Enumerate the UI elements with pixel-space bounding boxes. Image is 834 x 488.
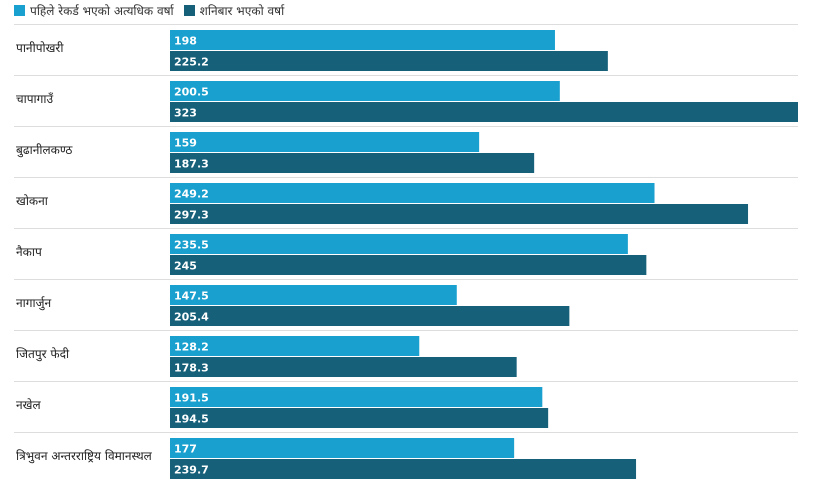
category-label: नखेल — [16, 398, 41, 412]
category-label: खोकना — [16, 194, 49, 208]
data-label: 225.2 — [174, 56, 209, 69]
category-label: चापागाउँ — [16, 92, 54, 106]
data-label: 200.5 — [174, 86, 209, 99]
category-label: बुढानीलकण्ठ — [16, 143, 73, 158]
data-label: 194.5 — [174, 413, 209, 426]
legend-label-saturday: शनिबार भएको वर्षा — [199, 3, 285, 18]
bar-previous-record — [170, 81, 560, 101]
bar-saturday — [170, 204, 749, 224]
bar-saturday — [170, 459, 637, 479]
data-label: 205.4 — [174, 311, 209, 324]
legend-item-previous-record: पहिले रेकर्ड भएको अत्यधिक वर्षा — [14, 2, 174, 19]
bar-previous-record — [170, 336, 420, 356]
category-label: जितपुर फेदी — [16, 347, 70, 362]
bar-saturday — [170, 51, 608, 71]
data-label: 198 — [174, 35, 197, 48]
legend-swatch-previous-record — [14, 4, 25, 16]
bar-saturday — [170, 306, 570, 326]
data-label: 177 — [174, 443, 197, 456]
bar-previous-record — [170, 387, 543, 407]
category-label: पानीपोखरी — [16, 41, 64, 55]
data-label: 235.5 — [174, 239, 209, 252]
data-label: 239.7 — [174, 464, 209, 477]
legend-swatch-saturday — [183, 4, 195, 16]
bar-previous-record — [170, 438, 515, 458]
data-label: 159 — [174, 137, 197, 150]
data-label: 245 — [174, 260, 197, 273]
data-label: 249.2 — [174, 188, 209, 201]
bar-saturday — [170, 255, 647, 275]
data-label: 128.2 — [174, 341, 209, 354]
legend-item-saturday: शनिबार भएको वर्षा — [183, 2, 285, 19]
data-label: 147.5 — [174, 290, 209, 303]
bar-previous-record — [170, 285, 457, 305]
chart-legend: पहिले रेकर्ड भएको अत्यधिक वर्षा शनिबार भ… — [14, 0, 284, 20]
category-label: त्रिभुवन अन्तरराष्ट्रिय विमानस्थल — [16, 449, 153, 464]
bar-previous-record — [170, 30, 555, 50]
bar-previous-record — [170, 183, 655, 203]
bar-saturday — [170, 408, 549, 428]
category-label: नागार्जुन — [16, 296, 52, 311]
data-label: 297.3 — [174, 209, 209, 222]
bar-saturday — [170, 357, 517, 377]
bar-saturday — [170, 102, 798, 122]
bar-previous-record — [170, 132, 480, 152]
bar-previous-record — [170, 234, 628, 254]
data-label: 187.3 — [174, 158, 209, 171]
data-label: 178.3 — [174, 362, 209, 375]
legend-label-previous-record: पहिले रेकर्ड भएको अत्यधिक वर्षा — [30, 3, 174, 18]
data-label: 323 — [174, 107, 197, 120]
bar-saturday — [170, 153, 535, 173]
data-label: 191.5 — [174, 392, 209, 405]
category-label: नैकाप — [16, 245, 42, 259]
